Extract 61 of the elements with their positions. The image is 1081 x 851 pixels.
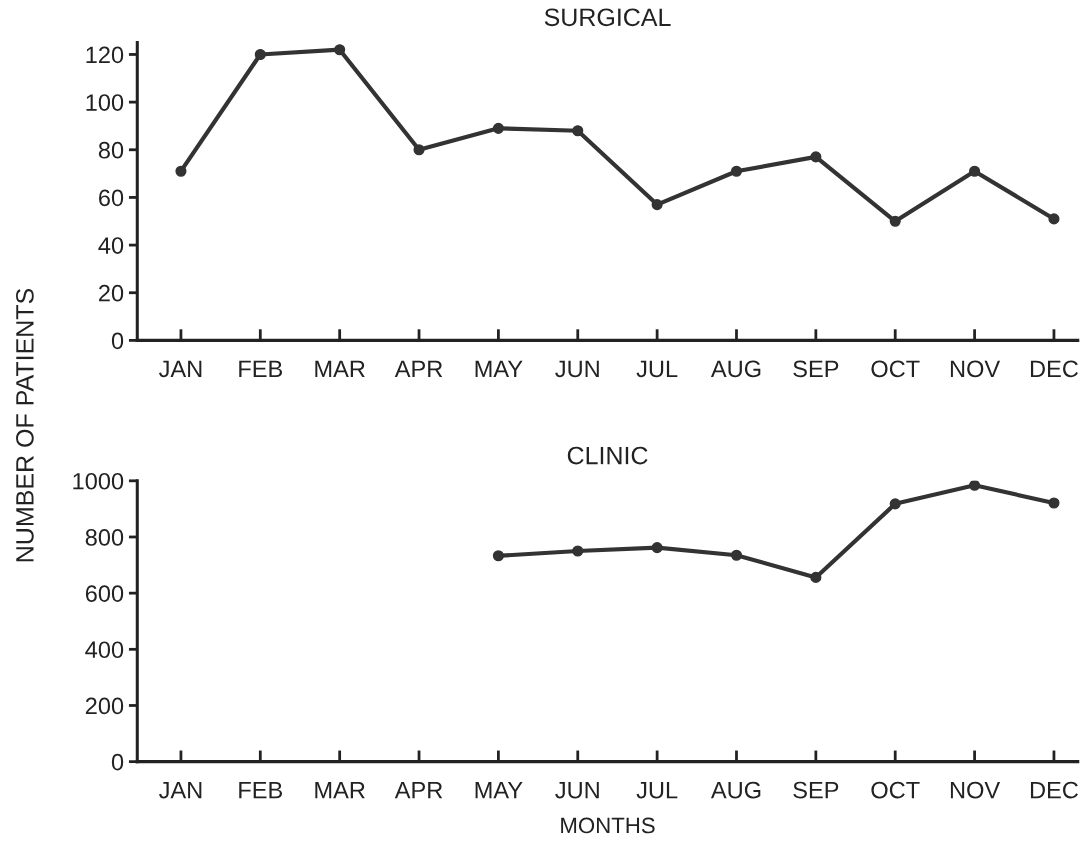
- y-tick-label: 20: [99, 284, 124, 302]
- y-tick-label: 400: [85, 641, 124, 659]
- point: [1048, 213, 1060, 225]
- point: [651, 542, 663, 554]
- y-tick-label: 120: [86, 46, 124, 64]
- x-tick-label: SEP: [793, 781, 839, 799]
- y-tick-label: 1000: [73, 472, 124, 490]
- point: [810, 151, 822, 163]
- x-tick-label: OCT: [871, 360, 920, 378]
- x-tick-label: JUL: [636, 781, 678, 799]
- y-tick-label: 0: [111, 753, 124, 771]
- y-tick-label: 40: [98, 237, 124, 254]
- chart-title: CLINIC: [567, 446, 648, 465]
- x-tick-label: NOV: [950, 781, 1001, 799]
- x-tick-label: MAY: [475, 360, 523, 377]
- y-tick-label: 100: [86, 94, 124, 111]
- y-tick-label: 60: [99, 189, 124, 207]
- x-tick-label: MAR: [315, 360, 365, 377]
- y-tick-label: 800: [85, 529, 124, 546]
- x-tick-label: JUN: [555, 781, 599, 799]
- x-tick-label: FEB: [239, 360, 283, 377]
- point: [572, 545, 584, 557]
- x-tick-label: JUN: [555, 360, 599, 378]
- y-tick-label: 0: [111, 332, 124, 350]
- x-tick-label: AUG: [710, 781, 761, 799]
- x-tick-label: JUL: [636, 360, 678, 378]
- x-tick-label: OCT: [871, 781, 920, 799]
- point: [969, 480, 981, 491]
- x-tick-label: NOV: [950, 360, 1001, 378]
- x-tick-label: APR: [394, 360, 443, 377]
- x-tick-label: DEC: [1030, 360, 1078, 378]
- x-tick-label: JAN: [159, 781, 202, 799]
- point: [492, 122, 504, 134]
- x-tick-label: MAY: [475, 781, 523, 799]
- point: [334, 44, 346, 56]
- x-tick-label: FEB: [239, 781, 283, 799]
- point: [730, 165, 743, 177]
- y-axis-title: NUMBER OF PATIENTS: [16, 288, 34, 562]
- x-axis-title: MONTHS: [561, 817, 655, 834]
- point: [969, 165, 981, 177]
- x-tick-label: AUG: [710, 360, 761, 378]
- point: [889, 215, 901, 227]
- x-tick-label: DEC: [1030, 781, 1078, 799]
- point: [254, 48, 266, 61]
- x-tick-label: JAN: [159, 360, 202, 378]
- y-tick-label: 80: [98, 141, 124, 159]
- point: [492, 550, 504, 562]
- point: [651, 199, 663, 211]
- x-tick-label: MAR: [315, 781, 365, 799]
- point: [572, 125, 584, 137]
- point: [810, 571, 822, 583]
- point: [413, 144, 425, 156]
- point: [1048, 497, 1060, 509]
- point: [730, 549, 743, 561]
- y-tick-label: 200: [85, 697, 124, 715]
- point: [889, 498, 901, 510]
- chart-title: SURGICAL: [544, 8, 671, 27]
- x-tick-label: SEP: [793, 360, 839, 378]
- y-tick-label: 600: [85, 585, 124, 602]
- point: [175, 165, 187, 177]
- x-tick-label: APR: [394, 781, 443, 799]
